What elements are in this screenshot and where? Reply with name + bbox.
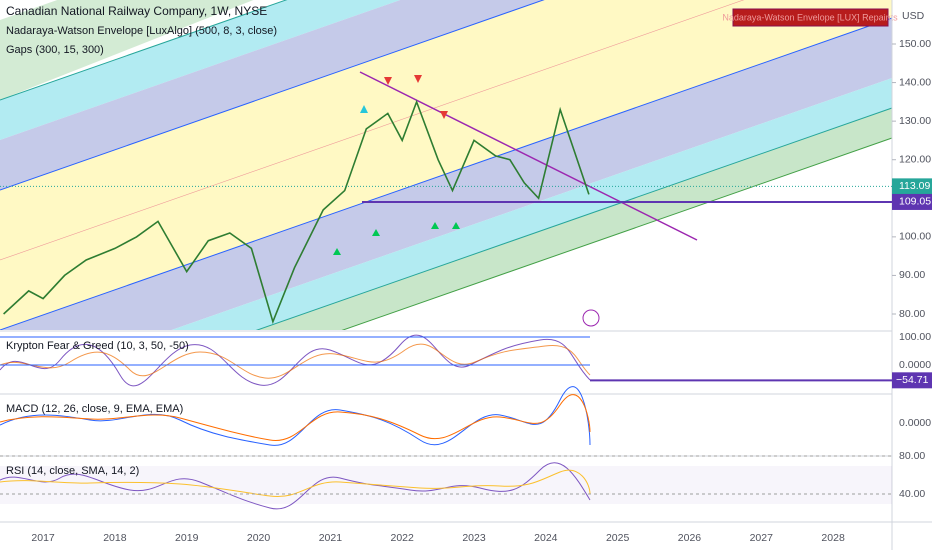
marker (333, 248, 341, 255)
rsi-tick-label: 80.00 (899, 450, 925, 462)
time-label: 2019 (175, 532, 199, 544)
rsi-line (0, 462, 591, 510)
trend-line (359, 71, 698, 241)
marker (372, 229, 380, 236)
last-price-tag (892, 178, 932, 195)
channel-line (0, 0, 545, 191)
krypton-last-label: −54.71 (896, 374, 929, 386)
macd-tick: 0.0000 (899, 417, 931, 429)
channel-line (341, 137, 892, 330)
band (171, 78, 892, 330)
time-label: 2023 (462, 532, 486, 544)
main-pane (3, 99, 590, 325)
marker (414, 75, 422, 83)
marker (440, 111, 448, 119)
symbol-title: Canadian National Railway Company, 1W, N… (6, 4, 267, 18)
krypton-signal (0, 343, 591, 379)
rsi-tick-label: 40.00 (899, 488, 925, 500)
channel-line (0, 17, 892, 330)
krypton-tick-label: 0.0000 (899, 359, 931, 371)
repaint-note: Nadaraya-Watson Envelope [LUX] Repaints (722, 12, 898, 22)
time-label: 2022 (391, 532, 415, 544)
marker (452, 222, 460, 229)
price-tick-label: 140.00 (899, 76, 931, 88)
krypton-line (0, 334, 591, 387)
last-price-label: 113.09 (899, 180, 930, 192)
time-label: 2017 (31, 532, 55, 544)
rsi-band (0, 466, 892, 504)
rsi-ma (0, 469, 591, 498)
marker (431, 222, 439, 229)
channel-bands (0, 0, 892, 330)
price-tick-label: 120.00 (899, 153, 931, 165)
currency: USD (902, 10, 925, 22)
indicator-label: Krypton Fear & Greed (10, 3, 50, -50) (6, 340, 189, 352)
level-tag (892, 193, 932, 210)
macd-signal (0, 394, 591, 441)
repaint-badge (732, 8, 889, 27)
marker (360, 105, 368, 113)
channel-line (0, 0, 745, 261)
time-label: 2020 (247, 532, 271, 544)
channel-line (0, 0, 288, 101)
time-label: 2024 (534, 532, 558, 544)
time-label: 2025 (606, 532, 630, 544)
indicator-label: Gaps (300, 15, 300) (6, 44, 104, 56)
level-label: 109.05 (899, 196, 931, 208)
indicator-label: Nadaraya-Watson Envelope [LuxAlgo] (500,… (6, 25, 277, 37)
price-tick-label: 100.00 (899, 231, 931, 243)
krypton-tag (892, 372, 932, 389)
indicator-label: MACD (12, 26, close, 9, EMA, EMA) (6, 403, 183, 415)
time-label: 2027 (750, 532, 774, 544)
price-line (3, 99, 590, 325)
marker (384, 77, 392, 85)
band (0, 0, 892, 330)
price-tick-label: 130.00 (899, 115, 931, 127)
band (0, 0, 254, 100)
krypton-tick-label: 100.00 (899, 331, 931, 343)
price-tick-label: 150.00 (899, 38, 931, 50)
price-tick-label: 80.00 (899, 308, 925, 320)
time-label: 2021 (319, 532, 343, 544)
macd-line (0, 386, 591, 446)
time-label: 2018 (103, 532, 127, 544)
indicator-label: RSI (14, close, SMA, 14, 2) (6, 465, 139, 477)
time-label: 2026 (678, 532, 702, 544)
channel-line (255, 107, 892, 330)
time-label: 2028 (821, 532, 845, 544)
price-tick-label: 90.00 (899, 269, 925, 281)
event-icon (582, 309, 600, 327)
